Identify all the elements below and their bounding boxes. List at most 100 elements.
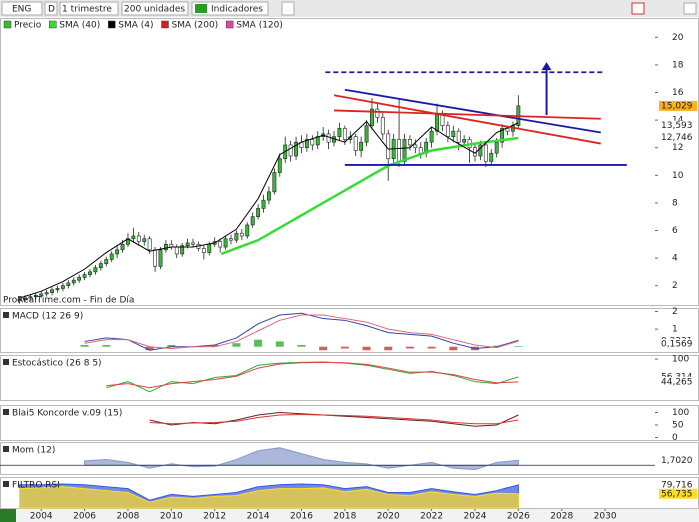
- histogram-bar: [275, 341, 284, 347]
- panel-icon: [3, 446, 9, 452]
- histogram-bar: [167, 344, 176, 347]
- candle-body: [23, 297, 27, 300]
- candle-body: [17, 299, 22, 302]
- indicators-box[interactable]: [191, 1, 269, 16]
- candle-body: [413, 144, 418, 149]
- candle-body: [50, 289, 54, 293]
- candle-body: [115, 249, 120, 255]
- candle-body: [174, 246, 179, 255]
- close-button[interactable]: [683, 2, 697, 15]
- histogram-bar: [297, 344, 306, 347]
- candle-body: [304, 139, 309, 149]
- candle-body: [158, 249, 163, 267]
- candle-body: [223, 238, 228, 248]
- histogram-bar: [232, 343, 241, 347]
- panel-frame: [0, 355, 699, 401]
- candle-body: [136, 235, 141, 242]
- candle-body: [153, 249, 158, 267]
- indicator-line: [149, 411, 519, 427]
- x-tick-label: 2006: [73, 512, 96, 522]
- candle-body: [451, 130, 456, 137]
- x-tick-label: 2012: [203, 512, 226, 522]
- arrow-head: [541, 62, 552, 71]
- panel-title: MACD (12 26 9): [12, 312, 83, 322]
- price-label: 13,593: [661, 121, 693, 131]
- candle-body: [277, 158, 282, 173]
- legend-swatch: [108, 20, 116, 29]
- candle-body: [239, 232, 244, 237]
- indicators-icon: [195, 4, 207, 13]
- symbol[interactable]: ENG: [12, 5, 31, 15]
- indicator-line: [106, 361, 519, 393]
- mode-box[interactable]: [44, 1, 58, 16]
- candle-body: [185, 242, 190, 246]
- histogram-bar: [210, 344, 219, 347]
- legend-label: SMA (120): [236, 21, 283, 31]
- price-label-bg: [659, 479, 697, 490]
- panel-icon: [3, 359, 9, 365]
- y-tick-label: 4: [672, 254, 678, 264]
- time-axis: [0, 508, 699, 522]
- price-label-bg: [659, 376, 697, 387]
- refresh-button[interactable]: [631, 2, 645, 15]
- indicators[interactable]: Indicadores: [211, 5, 263, 15]
- price-label-bg: [659, 455, 697, 466]
- price-label: 56,735: [661, 489, 693, 499]
- panel-title: Mom (12): [12, 446, 55, 456]
- candle-body: [272, 172, 277, 193]
- candle-body: [234, 232, 239, 241]
- legend-swatch: [49, 20, 57, 29]
- candle-body: [445, 125, 450, 137]
- histogram-bar: [254, 339, 263, 347]
- mode[interactable]: D: [48, 5, 55, 15]
- y-tick-label: 50: [672, 421, 684, 431]
- candle-body: [435, 114, 439, 132]
- candle-body: [256, 208, 261, 217]
- candle-body: [429, 130, 434, 143]
- y-tick-label: 8: [672, 198, 678, 208]
- candle-body: [267, 191, 271, 201]
- candle-body: [353, 136, 358, 151]
- indicator-area: [84, 447, 519, 471]
- units[interactable]: 200 unidades: [124, 5, 185, 15]
- candle-body: [71, 279, 76, 284]
- candle-body: [418, 147, 423, 154]
- trendline: [333, 94, 601, 145]
- candle-body: [44, 292, 49, 295]
- price-label-bg: [659, 338, 697, 349]
- candle-body: [375, 108, 380, 118]
- histogram-bar: [102, 344, 111, 347]
- panel-icon: [3, 312, 9, 318]
- period-box[interactable]: [59, 1, 119, 16]
- candle-body: [191, 242, 195, 245]
- candle-body: [60, 285, 65, 289]
- x-tick-label: 2026: [507, 512, 530, 522]
- y-tick-label: 16: [672, 88, 684, 98]
- x-tick-label: 2028: [550, 512, 573, 522]
- trendline: [333, 109, 601, 120]
- candle-body: [39, 293, 44, 296]
- price-label: 15,029: [661, 101, 693, 111]
- scroll-button[interactable]: [0, 508, 16, 522]
- price-label: 12,746: [661, 133, 693, 143]
- indicator-line: [106, 361, 519, 389]
- y-tick-label: 0: [672, 433, 678, 443]
- candle-body: [142, 238, 147, 242]
- x-tick-label: 2020: [377, 512, 400, 522]
- candle-body: [380, 117, 385, 135]
- panel-title: FILTRO RSI: [12, 481, 60, 491]
- candle-body: [245, 224, 250, 237]
- x-tick-label: 2016: [290, 512, 313, 522]
- candle-body: [462, 139, 467, 143]
- units-box[interactable]: [121, 1, 189, 16]
- tool-button[interactable]: [281, 1, 295, 16]
- candle-body: [109, 253, 114, 260]
- candle-body: [180, 245, 185, 255]
- candle-body: [104, 259, 109, 264]
- symbol-box[interactable]: [1, 1, 43, 16]
- period[interactable]: 1 trimestre: [62, 5, 112, 15]
- indicator-area: [19, 486, 519, 509]
- panel-frame: [0, 442, 699, 475]
- candle-body: [440, 114, 445, 126]
- legend-swatch: [225, 20, 234, 29]
